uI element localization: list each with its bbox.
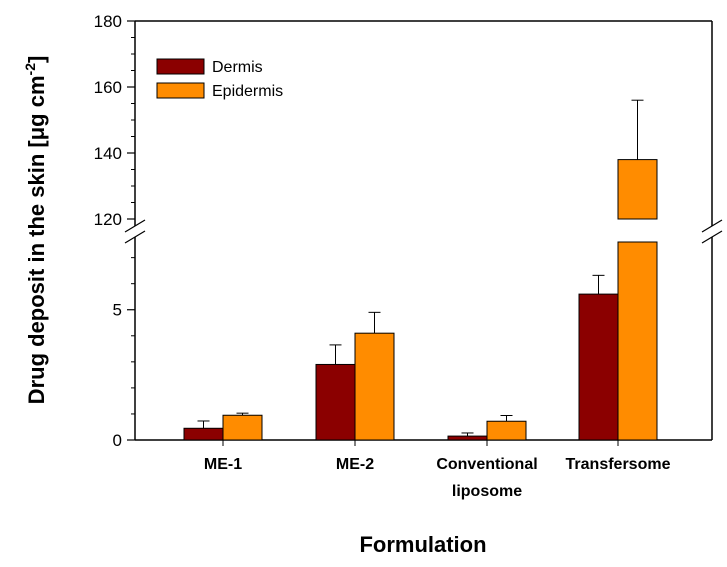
bars <box>183 159 658 441</box>
y-tick-label: 180 <box>94 12 122 31</box>
x-axis-categories: ME-1 ME-2 Conventional liposome Transfersome <box>204 440 671 500</box>
legend-label-dermis: Dermis <box>212 59 263 76</box>
right-break-mark <box>701 230 723 244</box>
x-category-label: ME-1 <box>204 456 242 473</box>
bar-dermis <box>183 427 224 441</box>
bar-epidermis-lower-segment <box>617 241 658 441</box>
x-category-label: ME-2 <box>336 456 374 473</box>
y-tick-label: 120 <box>94 210 122 229</box>
left-break-mark <box>124 230 146 244</box>
bar-epidermis-upper-segment <box>617 159 658 220</box>
bar-epidermis <box>222 414 263 441</box>
axis-break-marks <box>124 219 723 244</box>
bar-dermis <box>315 363 356 441</box>
x-category-label: Conventional <box>436 456 537 473</box>
bar-dermis <box>578 293 619 441</box>
bar-epidermis <box>354 332 395 441</box>
bar-epidermis <box>486 420 527 441</box>
y-axis-title: Drug deposit in the skin [μg cm-2] <box>22 56 49 405</box>
x-category-label: liposome <box>452 483 522 500</box>
y-tick-label: 160 <box>94 78 122 97</box>
right-break-mark <box>701 219 723 233</box>
left-break-mark <box>124 219 146 233</box>
legend-swatch-dermis <box>156 58 205 75</box>
legend-swatch-epidermis <box>156 82 205 99</box>
y-axis-ticks: 120 140 160 180 0 5 <box>94 12 135 450</box>
legend-label-epidermis: Epidermis <box>212 83 283 100</box>
legend: Dermis Epidermis <box>156 58 283 100</box>
y-tick-label: 140 <box>94 144 122 163</box>
y-tick-label: 0 <box>113 431 122 450</box>
x-axis-title: Formulation <box>359 532 486 557</box>
x-category-label: Transfersome <box>566 456 671 473</box>
y-tick-label: 5 <box>113 301 122 320</box>
error-bars <box>197 99 644 437</box>
bar-dermis <box>447 435 488 441</box>
